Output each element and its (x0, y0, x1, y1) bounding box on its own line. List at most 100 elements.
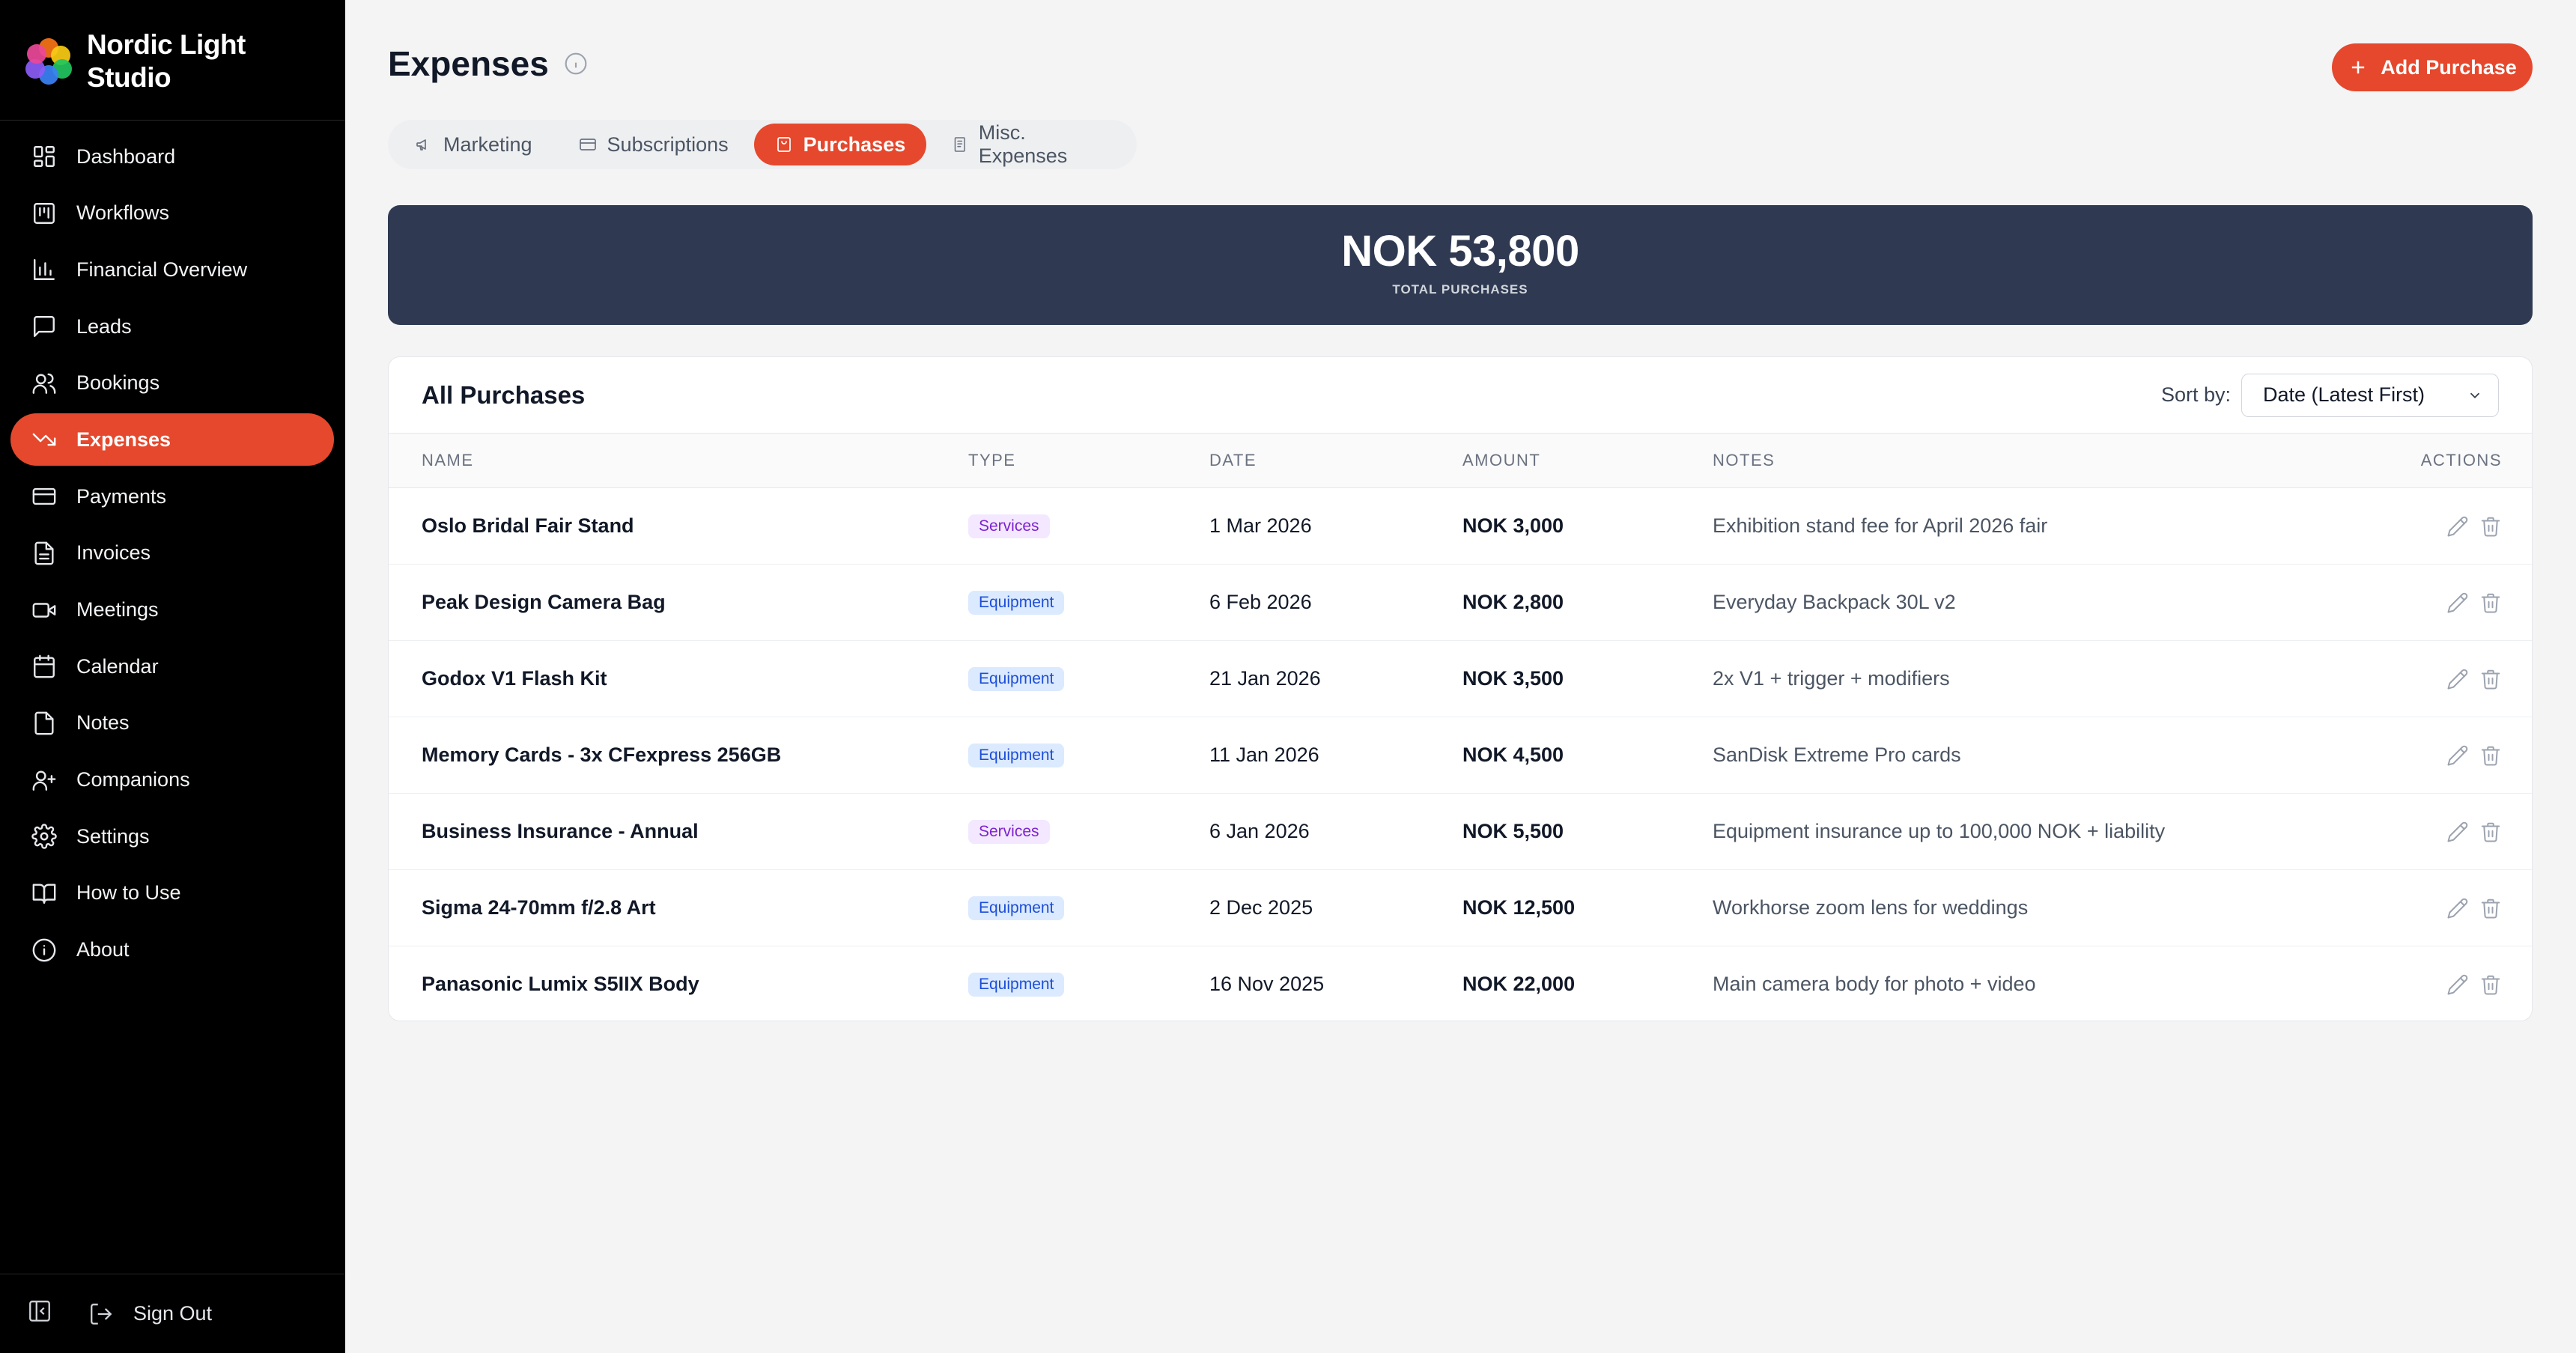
bar-chart-icon (34, 259, 55, 281)
tab-purchases[interactable]: Purchases (753, 124, 927, 165)
info-icon (32, 938, 56, 961)
page-title-text: Expenses (388, 44, 549, 83)
pencil-icon (2447, 821, 2468, 842)
tab-label: Misc. Expenses (978, 121, 1068, 167)
delete-button[interactable] (2479, 515, 2502, 538)
tab-marketing[interactable]: Marketing (394, 124, 553, 165)
plus-icon (2352, 61, 2365, 74)
add-purchase-button[interactable]: Add Purchase (2332, 43, 2533, 91)
cell-name: Business Insurance - Annual (389, 793, 968, 870)
delete-button[interactable] (2479, 744, 2502, 767)
cell-notes: Everyday Backpack 30L v2 (1713, 564, 2352, 641)
main-content: Expenses Add Purchase Marketing Subscript… (345, 0, 2576, 1353)
column-header-name[interactable]: NAME (389, 434, 968, 488)
sidebar-item-invoices[interactable]: Invoices (10, 527, 334, 580)
file-icon (34, 711, 54, 735)
edit-button[interactable] (2446, 592, 2469, 614)
users-icon (32, 373, 56, 394)
megaphone-icon (416, 139, 426, 150)
tab-label: Subscriptions (607, 133, 729, 156)
edit-button[interactable] (2446, 897, 2469, 919)
table-row[interactable]: Godox V1 Flash Kit Equipment 21 Jan 2026 NO… (389, 640, 2532, 717)
cell-actions (2352, 564, 2532, 641)
cell-name: Godox V1 Flash Kit (389, 640, 968, 717)
tab-subscriptions[interactable]: Subscriptions (558, 124, 750, 165)
table-row[interactable]: Peak Design Camera Bag Equipment 6 Feb 202… (389, 564, 2532, 641)
cell-actions (2352, 487, 2532, 565)
tab-misc-expenses[interactable]: Misc. Expenses (931, 121, 1126, 167)
edit-button[interactable] (2446, 668, 2469, 690)
gear-icon (31, 824, 57, 849)
sign-out-button[interactable]: Sign Out (88, 1301, 212, 1327)
sidebar-item-leads[interactable]: Leads (10, 300, 334, 353)
cell-notes: Main camera body for photo + video (1713, 972, 2036, 995)
column-header-amount[interactable]: AMOUNT (1462, 434, 1713, 488)
delete-button[interactable] (2479, 821, 2502, 843)
table-row[interactable]: Oslo Bridal Fair Stand Services 1 Mar 2026… (389, 487, 2532, 565)
column-header-type[interactable]: TYPE (968, 434, 1209, 488)
sidebar-item-calendar[interactable]: Calendar (10, 640, 334, 693)
delete-button[interactable] (2479, 973, 2502, 996)
cell-date: 21 Jan 2026 (1209, 640, 1462, 717)
trash-icon (2481, 517, 2500, 537)
delete-button[interactable] (2479, 592, 2502, 614)
total-purchases-value: NOK 53,800 (1341, 227, 1579, 276)
column-header-date[interactable]: DATE (1209, 434, 1462, 488)
edit-button[interactable] (2446, 973, 2469, 996)
cell-name: Peak Design Camera Bag (389, 564, 968, 641)
receipt-icon (777, 137, 791, 152)
pencil-icon (2447, 745, 2468, 766)
info-icon[interactable] (564, 52, 588, 76)
cell-date: 1 Mar 2026 (1209, 487, 1462, 565)
trash-icon (2481, 593, 2500, 613)
brand-name: Nordic Light Studio (87, 28, 246, 94)
kanban-icon (34, 202, 55, 224)
cell-amount: NOK 3,000 (1462, 487, 1713, 565)
table-row[interactable]: Sigma 24-70mm f/2.8 Art Equipment 2 Dec 20… (389, 869, 2532, 946)
sidebar-item-payments[interactable]: Payments (10, 470, 334, 523)
sidebar-item-dashboard[interactable]: Dashboard (10, 130, 334, 183)
sidebar-item-notes[interactable]: Notes (10, 697, 334, 750)
trash-icon (2481, 822, 2500, 842)
sidebar-item-how-to-use[interactable]: How to Use (10, 867, 334, 919)
sidebar-item-label: Calendar (76, 654, 159, 678)
purchases-table: NAME TYPE DATE AMOUNT NOTES ACTIONS Oslo… (389, 434, 2532, 1021)
delete-button[interactable] (2479, 668, 2502, 690)
type-badge: Equipment (968, 744, 1065, 767)
table-row[interactable]: Memory Cards - 3x CFexpress 256GB Equipme… (389, 717, 2532, 794)
table-card-header: All Purchases Sort by: Date (Latest Firs… (389, 357, 2532, 434)
edit-button[interactable] (2446, 515, 2469, 538)
chevron-down-icon (2470, 392, 2480, 398)
edit-button[interactable] (2446, 744, 2469, 767)
pencil-icon (2447, 898, 2468, 919)
cell-amount: NOK 12,500 (1462, 869, 1713, 946)
sidebar-item-label: Leads (76, 314, 132, 338)
tab-label: Purchases (803, 133, 906, 156)
cell-name: Panasonic Lumix S5IIX Body (422, 972, 699, 995)
trash-icon (2481, 746, 2500, 766)
cell-amount: NOK 3,500 (1462, 640, 1713, 717)
sidebar-footer: Sign Out (0, 1274, 345, 1353)
sort-select[interactable]: Date (Latest First) (2241, 373, 2499, 417)
sidebar-item-settings[interactable]: Settings (10, 810, 334, 863)
pencil-icon (2447, 974, 2468, 995)
sidebar-item-expenses[interactable]: Expenses (10, 413, 334, 466)
brand[interactable]: Nordic Light Studio (25, 25, 246, 97)
cell-actions (2352, 869, 2532, 946)
sidebar-item-financial-overview[interactable]: Financial Overview (10, 243, 334, 296)
sidebar-item-about[interactable]: About (10, 924, 334, 976)
sidebar-item-meetings[interactable]: Meetings (10, 584, 334, 636)
sort-control: Sort by: Date (Latest First) (2161, 373, 2499, 417)
table-row[interactable]: Panasonic Lumix S5IIX Body Equipment 16 No… (389, 946, 2532, 1021)
sidebar-item-workflows[interactable]: Workflows (10, 187, 334, 240)
delete-button[interactable] (2479, 897, 2502, 919)
edit-button[interactable] (2446, 821, 2469, 843)
sidebar-item-bookings[interactable]: Bookings (10, 357, 334, 410)
collapse-sidebar-icon[interactable] (27, 1298, 52, 1329)
sidebar-item-companions[interactable]: Companions (10, 754, 334, 806)
table-row[interactable]: Business Insurance - Annual Services 6 Jan… (389, 793, 2532, 870)
add-purchase-label: Add Purchase (2381, 55, 2517, 79)
cell-notes: Equipment insurance up to 100,000 NOK + … (1713, 793, 2352, 870)
sidebar-item-label: Bookings (76, 371, 160, 395)
total-purchases-label: TOTAL PURCHASES (1392, 282, 1528, 297)
